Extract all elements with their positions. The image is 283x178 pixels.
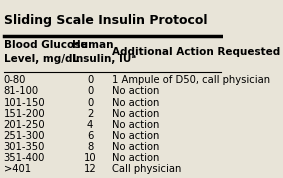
Text: No action: No action xyxy=(112,153,160,163)
Text: 201-250: 201-250 xyxy=(4,120,45,130)
Text: Additional Action Requested: Additional Action Requested xyxy=(112,47,280,57)
Text: 8: 8 xyxy=(87,142,93,152)
Text: 351-400: 351-400 xyxy=(4,153,45,163)
Text: 12: 12 xyxy=(84,164,97,174)
Text: 101-150: 101-150 xyxy=(4,98,45,108)
Text: Blood Glucose: Blood Glucose xyxy=(4,40,87,50)
Text: 301-350: 301-350 xyxy=(4,142,45,152)
Text: Human: Human xyxy=(72,40,114,50)
Text: 2: 2 xyxy=(87,109,93,119)
Text: No action: No action xyxy=(112,131,160,141)
Text: Call physician: Call physician xyxy=(112,164,182,174)
Text: Sliding Scale Insulin Protocol: Sliding Scale Insulin Protocol xyxy=(4,14,207,27)
Text: No action: No action xyxy=(112,142,160,152)
Text: No action: No action xyxy=(112,87,160,96)
Text: 151-200: 151-200 xyxy=(4,109,45,119)
Text: 10: 10 xyxy=(84,153,96,163)
Text: 0: 0 xyxy=(87,98,93,108)
Text: No action: No action xyxy=(112,120,160,130)
Text: 0: 0 xyxy=(87,87,93,96)
Text: Insulin, IUᵃ: Insulin, IUᵃ xyxy=(72,54,136,64)
Text: No action: No action xyxy=(112,109,160,119)
Text: 6: 6 xyxy=(87,131,93,141)
Text: 4: 4 xyxy=(87,120,93,130)
Text: 81-100: 81-100 xyxy=(4,87,39,96)
Text: 0-80: 0-80 xyxy=(4,75,26,85)
Text: 251-300: 251-300 xyxy=(4,131,45,141)
Text: >401: >401 xyxy=(4,164,31,174)
Text: 0: 0 xyxy=(87,75,93,85)
Text: No action: No action xyxy=(112,98,160,108)
Text: Level, mg/dL: Level, mg/dL xyxy=(4,54,79,64)
Text: 1 Ampule of D50, call physician: 1 Ampule of D50, call physician xyxy=(112,75,270,85)
